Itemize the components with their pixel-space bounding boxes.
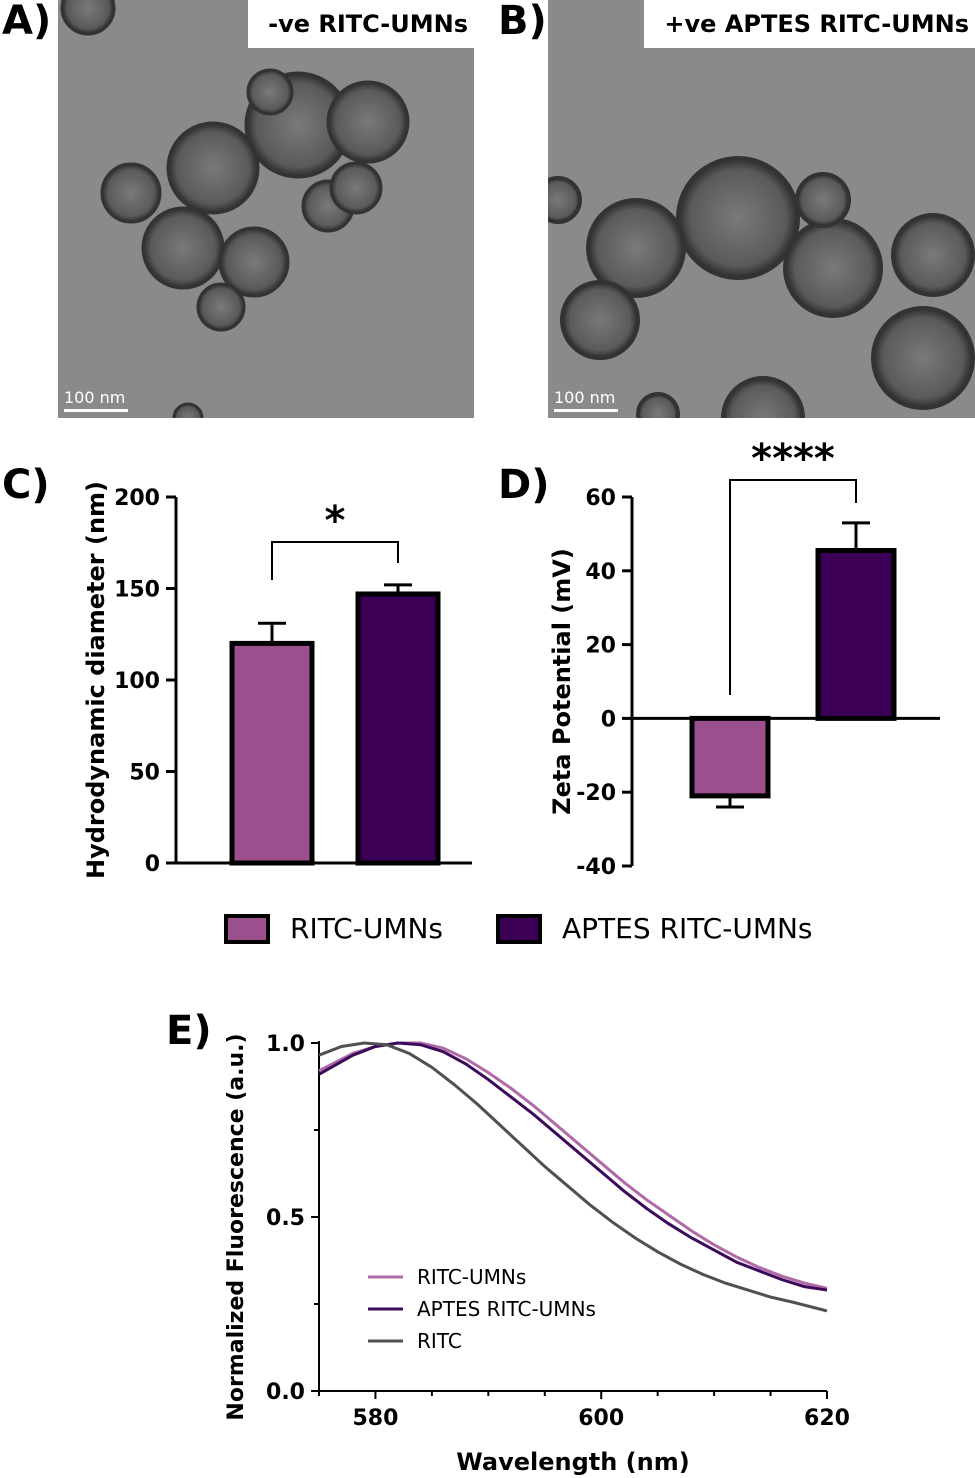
bar-aptes-ritc-umns — [355, 591, 441, 866]
y-axis-label: Zeta Potential (mV) — [548, 548, 576, 815]
significance-marker: * — [325, 498, 346, 544]
scale-bar-text-b: 100 nm — [554, 388, 616, 407]
legend-label-ritc-umns: RITC-UMNs — [290, 912, 444, 945]
y-tick-label: 1.0 — [266, 1032, 305, 1057]
panel-letter-e: E) — [166, 1008, 212, 1054]
series-line-ritc-umns — [318, 1041, 828, 1290]
x-tick-label: 580 — [352, 1406, 398, 1431]
x-axis-label: Wavelength (nm) — [456, 1448, 689, 1476]
legend-label-ritc: RITC — [417, 1329, 462, 1353]
chart-c: 0 50 100 150 200 * Hydrodynamic diameter (nm) — [82, 481, 472, 879]
panel-letter-a: A) — [2, 0, 52, 44]
legend-swatch-aptes-ritc-umns — [496, 913, 542, 944]
series-line-aptes-ritc-umns — [318, 1041, 828, 1292]
y-tick-label: 100 — [114, 669, 160, 694]
y-axis-label: Normalized Fluorescence (a.u.) — [224, 1033, 249, 1420]
legend-cd: RITC-UMNs APTES RITC-UMNs — [224, 908, 864, 952]
y-tick-label: 0.0 — [266, 1380, 305, 1405]
panel-letter-b: B) — [498, 0, 547, 44]
tem-particles-b — [548, 156, 975, 418]
scale-bar-line-b — [554, 409, 618, 412]
y-tick-label: 200 — [114, 486, 160, 511]
y-tick-label: 60 — [585, 486, 616, 511]
scale-bar-text-a: 100 nm — [64, 388, 126, 407]
y-tick-label: 150 — [114, 578, 160, 603]
panel-letter-d: D) — [498, 462, 550, 508]
series-line-ritc — [318, 1041, 828, 1313]
significance-bracket — [271, 541, 399, 580]
y-tick-label: 0 — [145, 852, 160, 877]
legend-label-aptes-ritc-umns: APTES RITC-UMNs — [562, 912, 813, 945]
tem-image-a: -ve RITC-UMNs 100 nm — [58, 0, 474, 418]
legend-label-aptes-ritc-umns: APTES RITC-UMNs — [417, 1297, 596, 1321]
chart-e: 0.0 0.5 1.0 580 600 620 RITC-UMNs APTES RITC-UM… — [224, 1032, 850, 1476]
chart-d: -40 -20 0 20 40 60 **** Zeta Potential (mV) — [548, 436, 940, 880]
panel-letter-c: C) — [2, 462, 50, 508]
bar-ritc-umns — [229, 640, 315, 866]
tem-label-b: +ve APTES RITC-UMNs — [644, 0, 975, 48]
tem-label-a: -ve RITC-UMNs — [248, 0, 474, 48]
y-axis-label: Hydrodynamic diameter (nm) — [82, 481, 110, 879]
significance-marker: **** — [751, 436, 835, 482]
y-tick-label: 40 — [585, 560, 616, 585]
scale-bar-b: 100 nm — [554, 388, 618, 412]
legend-label-ritc-umns: RITC-UMNs — [417, 1265, 526, 1289]
significance-bracket — [729, 479, 857, 695]
legend-swatch-ritc-umns — [224, 913, 270, 944]
x-tick-label: 600 — [578, 1406, 624, 1431]
legend-item-ritc-umns: RITC-UMNs — [224, 912, 443, 945]
scale-bar-a: 100 nm — [64, 388, 128, 412]
y-tick-label: 20 — [585, 634, 616, 659]
bar-ritc-umns — [689, 715, 771, 799]
tem-particles-a — [60, 0, 410, 418]
y-tick-label: 50 — [129, 761, 160, 786]
y-tick-label: 0.5 — [266, 1206, 305, 1231]
legend-item-aptes-ritc-umns: APTES RITC-UMNs — [496, 912, 813, 945]
x-tick-label: 620 — [804, 1406, 850, 1431]
scale-bar-line-a — [64, 409, 128, 412]
y-tick-label: -40 — [576, 855, 616, 880]
y-tick-label: 0 — [601, 707, 616, 732]
y-tick-label: -20 — [576, 781, 616, 806]
bar-aptes-ritc-umns — [815, 548, 897, 721]
tem-image-b: +ve APTES RITC-UMNs 100 nm — [548, 0, 975, 418]
